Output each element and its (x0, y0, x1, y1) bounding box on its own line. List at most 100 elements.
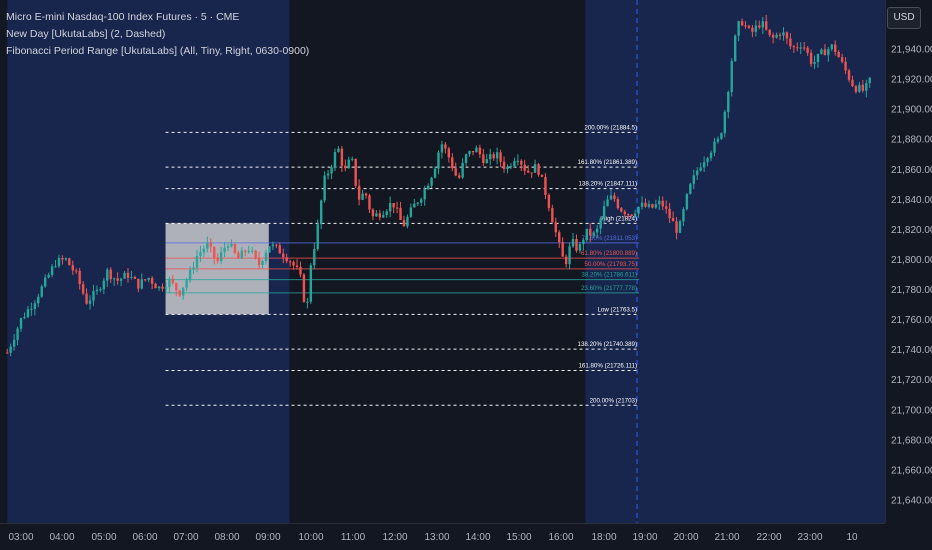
y-tick-14: 21,920.00 (891, 75, 932, 86)
x-tick-12: 15:00 (506, 532, 531, 543)
candle-body-9 (37, 296, 40, 304)
candle-body-169 (589, 228, 592, 236)
candle-body-137 (478, 147, 482, 155)
candle-body-80 (282, 253, 285, 258)
candle-body-37 (133, 276, 137, 279)
candle-body-180 (627, 214, 630, 216)
candle-body-46 (164, 287, 168, 289)
y-tick-1: 21,660.00 (891, 465, 932, 476)
fib-label-5: 61.80% (21800.889) (581, 250, 637, 257)
session-shade-1 (585, 0, 885, 523)
candle-body-23 (85, 293, 88, 304)
candle-body-65 (230, 243, 233, 247)
candle-body-68 (240, 250, 244, 259)
candle-body-34 (123, 272, 126, 279)
candle-body-216 (751, 27, 754, 32)
candle-body-198 (689, 183, 692, 194)
candle-body-219 (761, 21, 764, 28)
candle-body-88 (309, 265, 313, 302)
candle-body-238 (827, 49, 830, 56)
candle-body-126 (440, 144, 444, 153)
candle-body-148 (516, 160, 520, 162)
candle-body-211 (733, 35, 737, 61)
x-tick-20: 10 (846, 532, 858, 543)
candle-body-36 (130, 276, 133, 278)
candle-body-152 (530, 172, 533, 174)
candle-body-90 (316, 224, 319, 250)
candle-body-185 (644, 202, 647, 207)
candle-body-112 (392, 203, 395, 208)
candle-body-166 (578, 244, 582, 251)
candle-body-35 (126, 272, 130, 278)
candle-body-226 (785, 32, 789, 39)
candle-body-95 (333, 152, 337, 168)
candle-body-165 (575, 238, 578, 251)
candle-body-84 (295, 265, 299, 268)
candle-body-85 (299, 267, 302, 275)
candle-body-232 (806, 47, 809, 53)
candle-body-22 (81, 284, 85, 294)
candle-body-8 (33, 303, 37, 309)
candle-body-213 (740, 21, 744, 26)
candle-body-121 (423, 189, 426, 200)
candle-body-173 (602, 206, 606, 219)
candle-body-247 (858, 84, 861, 92)
candle-body-141 (492, 154, 495, 159)
candle-body-69 (244, 250, 247, 252)
fib-label-3: High (21824) (601, 215, 637, 222)
candle-body-239 (830, 44, 833, 50)
candle-body-194 (675, 221, 678, 233)
candle-body-59 (209, 242, 212, 247)
candle-body-110 (385, 211, 388, 216)
candle-body-60 (213, 246, 216, 258)
candle-body-225 (782, 32, 785, 36)
y-tick-2: 21,680.00 (891, 435, 932, 446)
candle-body-240 (834, 44, 837, 52)
candle-body-193 (671, 218, 675, 222)
candle-body-174 (606, 199, 609, 207)
candle-body-105 (368, 195, 371, 210)
candle-body-248 (861, 84, 865, 91)
candle-body-154 (537, 164, 540, 175)
candle-body-131 (457, 175, 461, 178)
x-tick-2: 05:00 (91, 532, 116, 543)
candle-body-132 (461, 162, 464, 178)
candle-body-98 (344, 165, 347, 169)
candle-body-12 (47, 274, 50, 278)
x-tick-8: 11:00 (341, 532, 366, 543)
candle-body-234 (813, 62, 816, 64)
candle-body-26 (95, 289, 99, 292)
time-axis-bg (0, 523, 932, 550)
candle-body-115 (402, 219, 406, 227)
candle-body-228 (792, 46, 796, 48)
fib-label-12: 200.00% (21703) (590, 397, 637, 404)
candle-body-66 (233, 243, 237, 253)
candle-body-7 (30, 308, 33, 310)
y-tick-10: 21,840.00 (891, 195, 932, 206)
candle-body-50 (178, 290, 181, 296)
y-tick-8: 21,800.00 (891, 255, 932, 266)
candle-body-20 (75, 270, 78, 272)
candle-body-21 (78, 270, 81, 285)
candle-body-100 (351, 158, 354, 160)
candle-body-64 (226, 246, 230, 248)
candle-body-187 (651, 204, 654, 208)
candle-body-45 (161, 286, 164, 289)
candle-body-172 (599, 218, 602, 229)
candle-body-199 (692, 175, 695, 184)
candle-body-125 (437, 152, 440, 169)
candle-body-128 (447, 148, 451, 158)
fib-label-6: 50.00% (21793.75) (584, 261, 637, 268)
candle-body-116 (406, 216, 409, 227)
candle-body-202 (702, 162, 706, 168)
candle-body-133 (464, 154, 468, 163)
candle-body-83 (292, 261, 295, 266)
candle-body-41 (147, 277, 150, 280)
candle-body-11 (43, 277, 47, 287)
candle-body-77 (271, 244, 275, 247)
candle-body-18 (68, 258, 71, 266)
candle-body-231 (802, 47, 806, 49)
currency-button[interactable]: USD (887, 7, 921, 29)
